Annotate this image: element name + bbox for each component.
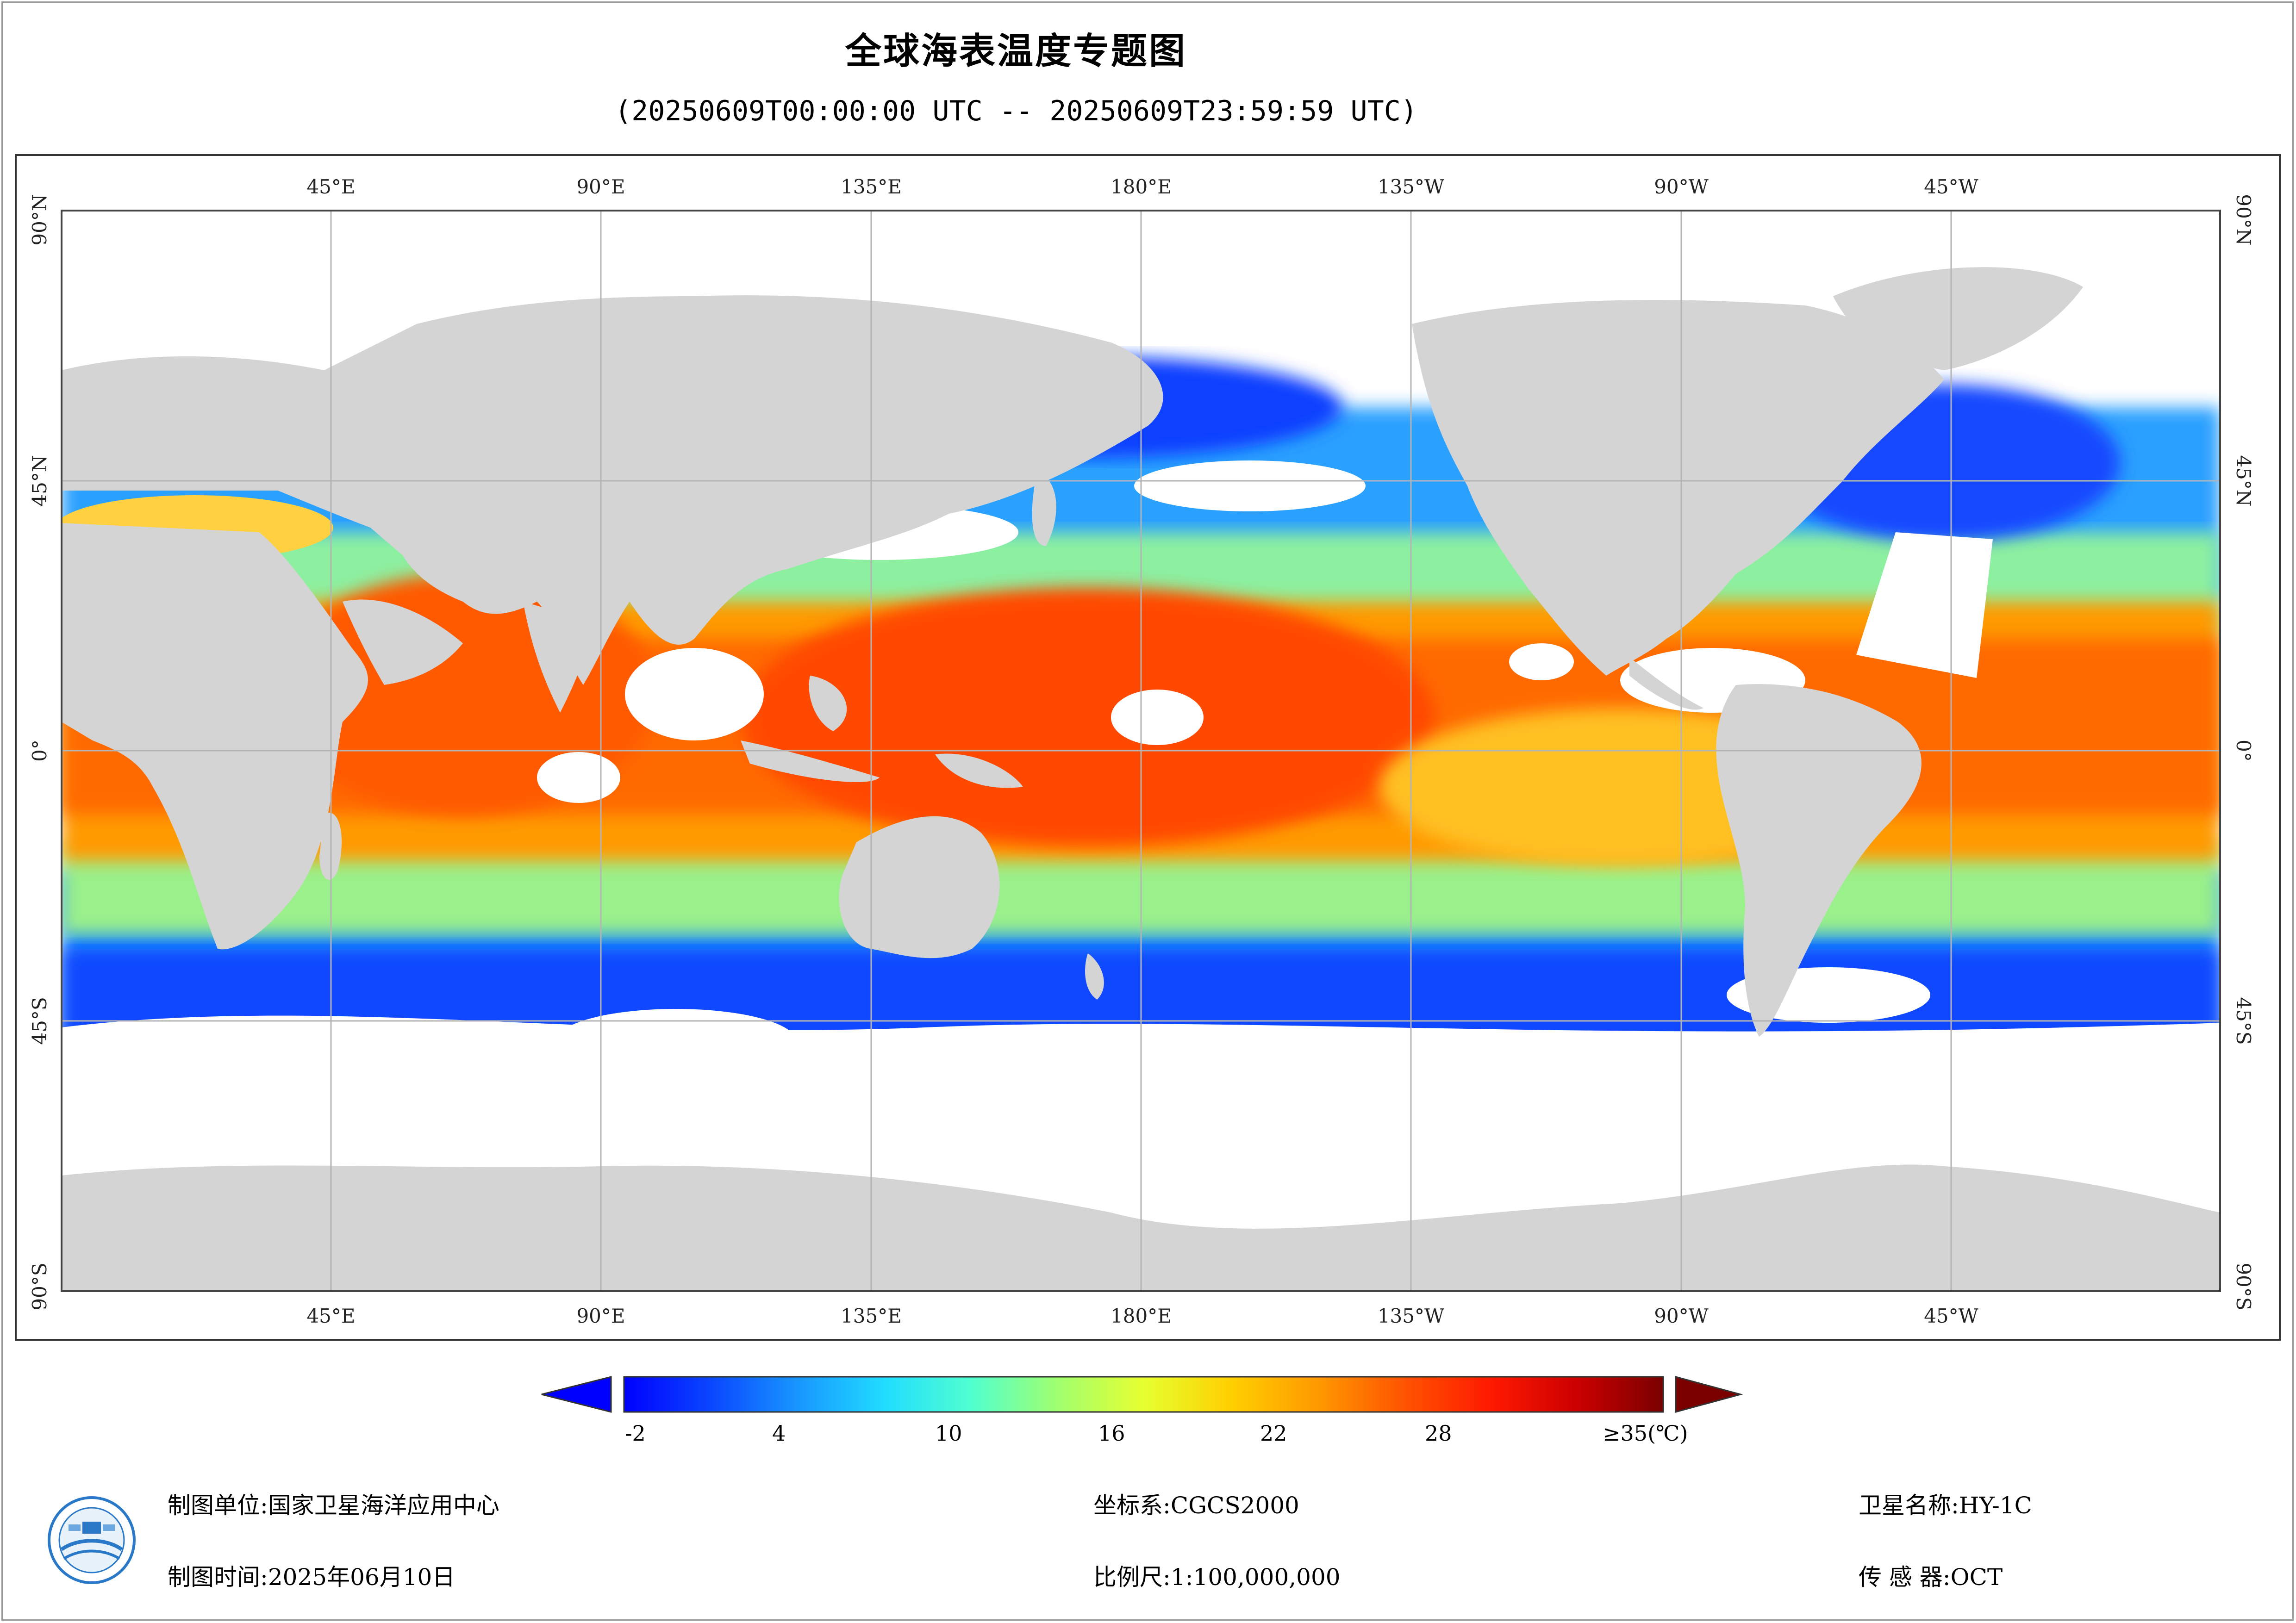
map-title: 全球海表温度专题图 (845, 31, 1187, 72)
lat-label-right: 0° (2232, 740, 2255, 762)
lon-label-top: 90°E (576, 175, 625, 198)
colorbar-tick: 28 (1425, 1421, 1452, 1446)
lon-label-bottom: 180°E (1111, 1305, 1172, 1327)
colorbar-tick: -2 (625, 1421, 646, 1446)
lat-label-left: 0° (28, 740, 51, 762)
satellite-row: 卫星名称:HY-1C (1859, 1487, 2032, 1520)
lat-label-left: 45°S (28, 997, 51, 1045)
lat-label-left: 90°N (28, 194, 51, 245)
lat-label-right: 90°S (2232, 1262, 2255, 1310)
date-row: 制图时间:2025年06月10日 (168, 1559, 455, 1592)
lon-label-bottom: 135°W (1378, 1305, 1445, 1327)
colorbar-max-arrow (1675, 1376, 1743, 1413)
crs-value: CGCS2000 (1170, 1492, 1299, 1519)
colorbar-tick: 4 (772, 1421, 786, 1446)
sensor-row: 传 感 器:OCT (1859, 1559, 2003, 1592)
lat-label-right: 45°S (2232, 997, 2255, 1045)
lon-label-bottom: 45°E (306, 1305, 355, 1327)
nsoas-logo-icon (48, 1496, 136, 1584)
lon-label-top: 45°E (306, 175, 355, 198)
colorbar-tick: 10 (935, 1421, 962, 1446)
producer-label: 制图单位: (168, 1492, 268, 1519)
crs-row: 坐标系:CGCS2000 (1093, 1487, 1299, 1520)
satellite-label: 卫星名称: (1859, 1492, 1959, 1519)
lon-label-top: 135°W (1378, 175, 1445, 198)
crs-label: 坐标系: (1093, 1492, 1171, 1519)
lon-label-top: 90°W (1654, 175, 1709, 198)
date-value: 2025年06月10日 (268, 1564, 455, 1591)
lon-label-bottom: 90°W (1654, 1305, 1709, 1327)
lon-label-bottom: 45°W (1924, 1305, 1978, 1327)
lat-label-right: 90°N (2232, 194, 2255, 245)
colorbar-max-label: ≥35(℃) (1603, 1421, 1688, 1446)
date-label: 制图时间: (168, 1564, 268, 1591)
map-border (61, 210, 2221, 1292)
producer-value: 国家卫星海洋应用中心 (268, 1492, 499, 1519)
scale-value: 1:100,000,000 (1170, 1564, 1341, 1591)
sensor-label: 传 感 器: (1859, 1564, 1951, 1591)
colorbar (541, 1376, 1743, 1413)
time-range: (20250609T00:00:00 UTC -- 20250609T23:59… (615, 95, 1417, 127)
colorbar-tick: 16 (1098, 1421, 1125, 1446)
lon-label-bottom: 90°E (576, 1305, 625, 1327)
lat-label-right: 45°N (2232, 455, 2255, 506)
map-frame (15, 154, 2281, 1341)
scale-row: 比例尺:1:100,000,000 (1093, 1559, 1341, 1592)
lon-label-top: 135°E (841, 175, 902, 198)
lon-label-top: 45°W (1924, 175, 1978, 198)
lon-label-bottom: 135°E (841, 1305, 902, 1327)
lon-label-top: 180°E (1111, 175, 1172, 198)
sensor-value: OCT (1950, 1564, 2003, 1591)
colorbar-min-arrow (541, 1376, 612, 1413)
satellite-value: HY-1C (1959, 1492, 2032, 1519)
lat-label-left: 90°S (28, 1262, 51, 1310)
colorbar-gradient (623, 1376, 1664, 1413)
lat-label-left: 45°N (28, 455, 51, 506)
scale-label: 比例尺: (1093, 1564, 1171, 1591)
producer-row: 制图单位:国家卫星海洋应用中心 (168, 1487, 499, 1520)
colorbar-tick: 22 (1260, 1421, 1287, 1446)
